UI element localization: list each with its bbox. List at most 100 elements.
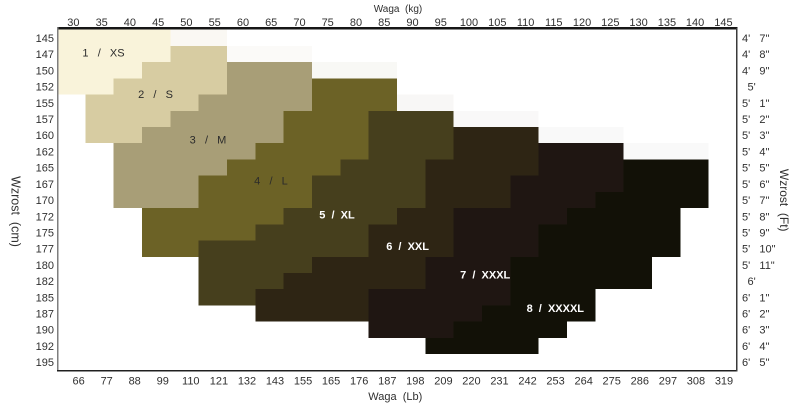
svg-text:85: 85	[378, 17, 390, 29]
svg-text:5' 8": 5' 8"	[742, 211, 770, 223]
svg-text:143: 143	[266, 376, 284, 388]
svg-text:5' 1": 5' 1"	[742, 98, 770, 110]
svg-text:5' 4": 5' 4"	[742, 146, 770, 158]
svg-text:5' 9": 5' 9"	[742, 228, 770, 240]
svg-text:172: 172	[36, 211, 54, 223]
svg-text:242: 242	[518, 376, 536, 388]
svg-text:308: 308	[687, 376, 705, 388]
svg-text:5' 7": 5' 7"	[742, 195, 770, 207]
svg-text:152: 152	[36, 82, 54, 94]
svg-text:162: 162	[36, 146, 54, 158]
svg-text:155: 155	[294, 376, 312, 388]
svg-text:77: 77	[101, 376, 113, 388]
svg-text:88: 88	[129, 376, 141, 388]
svg-text:7 / XXXL: 7 / XXXL	[460, 270, 510, 282]
svg-text:Waga (Lb): Waga (Lb)	[368, 391, 422, 403]
svg-text:170: 170	[36, 195, 54, 207]
svg-text:95: 95	[435, 17, 447, 29]
svg-text:6' 5": 6' 5"	[742, 357, 770, 369]
svg-text:5' 6": 5' 6"	[742, 179, 770, 191]
svg-text:231: 231	[490, 376, 508, 388]
svg-text:145: 145	[714, 17, 732, 29]
svg-text:297: 297	[659, 376, 677, 388]
svg-text:130: 130	[629, 17, 647, 29]
svg-text:4 / L: 4 / L	[254, 175, 288, 187]
svg-text:5' 10": 5' 10"	[742, 244, 776, 256]
svg-text:157: 157	[36, 114, 54, 126]
svg-text:150: 150	[36, 65, 54, 77]
svg-text:182: 182	[36, 276, 54, 288]
svg-text:135: 135	[658, 17, 676, 29]
svg-text:70: 70	[293, 17, 305, 29]
svg-text:6' 1": 6' 1"	[742, 292, 770, 304]
svg-text:65: 65	[265, 17, 277, 29]
svg-text:155: 155	[36, 98, 54, 110]
svg-text:145: 145	[36, 33, 54, 45]
svg-text:319: 319	[715, 376, 733, 388]
svg-text:5 / XL: 5 / XL	[319, 209, 355, 221]
svg-text:6' 3": 6' 3"	[742, 325, 770, 337]
svg-text:6 / XXL: 6 / XXL	[386, 241, 429, 253]
svg-text:45: 45	[152, 17, 164, 29]
svg-text:275: 275	[603, 376, 621, 388]
svg-text:192: 192	[36, 341, 54, 353]
svg-text:187: 187	[378, 376, 396, 388]
svg-text:187: 187	[36, 309, 54, 321]
svg-text:264: 264	[575, 376, 593, 388]
svg-text:5' 2": 5' 2"	[742, 114, 770, 126]
svg-text:99: 99	[157, 376, 169, 388]
svg-text:121: 121	[210, 376, 228, 388]
svg-text:176: 176	[350, 376, 368, 388]
svg-text:165: 165	[322, 376, 340, 388]
svg-text:132: 132	[238, 376, 256, 388]
svg-text:100: 100	[460, 17, 478, 29]
svg-text:5' 5": 5' 5"	[742, 163, 770, 175]
svg-text:1 / XS: 1 / XS	[82, 47, 124, 59]
svg-text:Wzrost (Ft): Wzrost (Ft)	[777, 169, 791, 232]
svg-text:50: 50	[180, 17, 192, 29]
svg-text:167: 167	[36, 179, 54, 191]
svg-text:90: 90	[406, 17, 418, 29]
svg-text:5': 5'	[748, 82, 756, 94]
svg-text:165: 165	[36, 163, 54, 175]
svg-text:110: 110	[517, 17, 535, 29]
svg-text:220: 220	[462, 376, 480, 388]
svg-text:195: 195	[36, 357, 54, 369]
svg-text:30: 30	[67, 17, 79, 29]
svg-text:6': 6'	[748, 276, 756, 288]
svg-text:Wzrost (cm): Wzrost (cm)	[9, 176, 23, 247]
svg-text:5' 3": 5' 3"	[742, 130, 770, 142]
svg-text:110: 110	[182, 376, 200, 388]
svg-text:Waga (kg): Waga (kg)	[374, 4, 423, 15]
svg-text:115: 115	[545, 17, 563, 29]
svg-text:140: 140	[686, 17, 704, 29]
svg-text:209: 209	[434, 376, 452, 388]
svg-text:175: 175	[36, 228, 54, 240]
svg-text:125: 125	[601, 17, 619, 29]
svg-text:198: 198	[406, 376, 424, 388]
svg-text:147: 147	[36, 49, 54, 61]
svg-text:8 / XXXXL: 8 / XXXXL	[527, 303, 585, 315]
svg-text:5' 11": 5' 11"	[742, 260, 775, 272]
svg-text:185: 185	[36, 292, 54, 304]
svg-text:6' 2": 6' 2"	[742, 309, 770, 321]
svg-text:35: 35	[96, 17, 108, 29]
svg-text:3 / M: 3 / M	[190, 134, 227, 146]
svg-text:55: 55	[209, 17, 221, 29]
svg-text:105: 105	[488, 17, 506, 29]
svg-text:4' 8": 4' 8"	[742, 49, 770, 61]
svg-text:4' 7": 4' 7"	[742, 33, 770, 45]
svg-text:286: 286	[631, 376, 649, 388]
svg-text:66: 66	[72, 376, 84, 388]
svg-text:6' 4": 6' 4"	[742, 341, 770, 353]
svg-text:75: 75	[322, 17, 334, 29]
svg-text:2 / S: 2 / S	[138, 89, 173, 101]
svg-text:4' 9": 4' 9"	[742, 65, 770, 77]
svg-text:60: 60	[237, 17, 249, 29]
svg-text:40: 40	[124, 17, 136, 29]
svg-text:177: 177	[36, 244, 54, 256]
svg-text:190: 190	[36, 325, 54, 337]
svg-text:253: 253	[546, 376, 564, 388]
svg-text:80: 80	[350, 17, 362, 29]
svg-text:120: 120	[573, 17, 591, 29]
